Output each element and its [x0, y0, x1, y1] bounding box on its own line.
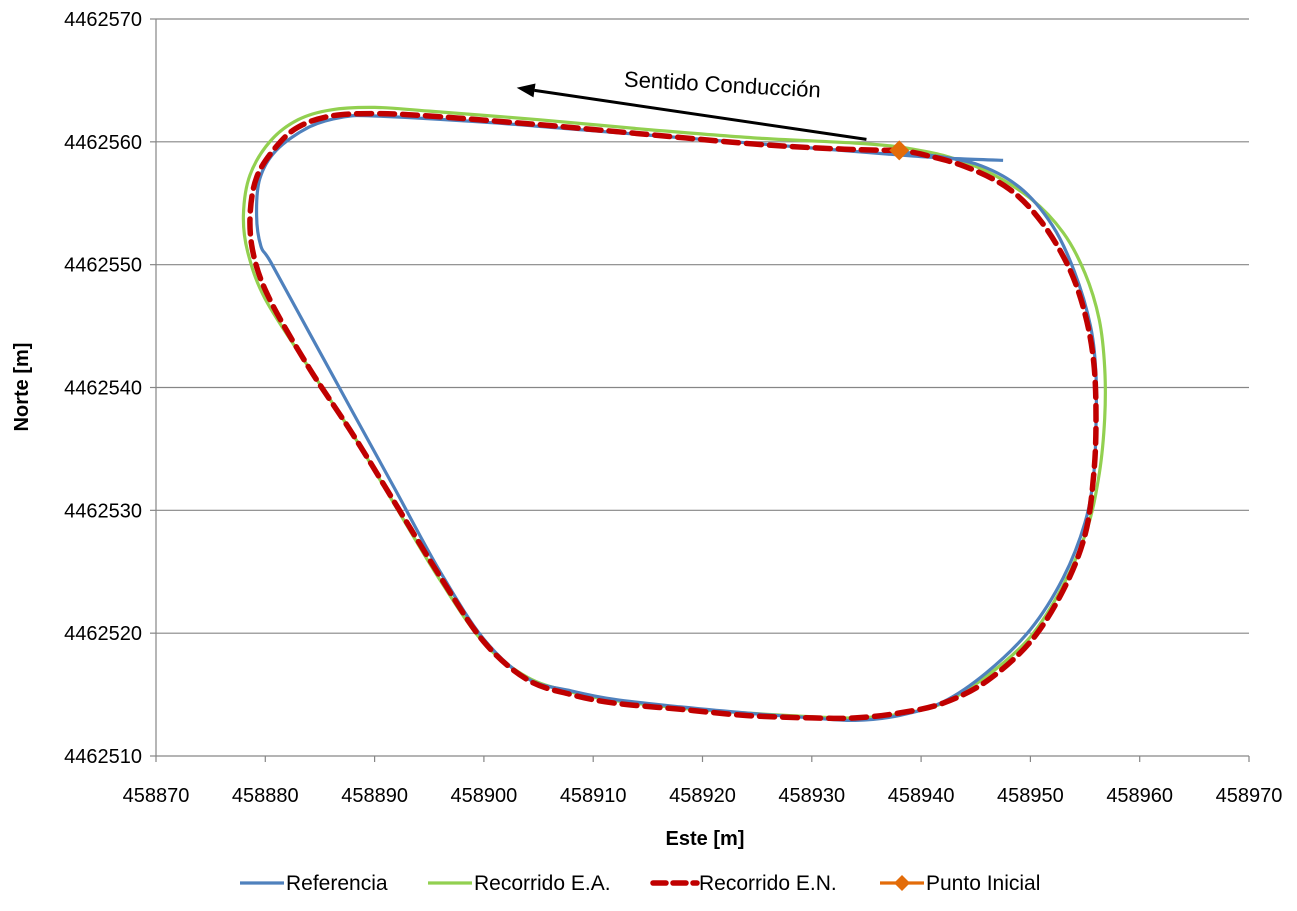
- y-tick-label: 4462510: [64, 746, 142, 768]
- series-point-punto-inicial: [889, 140, 910, 161]
- series-line-recorrido-e-a: [241, 105, 1107, 720]
- x-tick-label: 458920: [669, 785, 736, 807]
- annotation-text: Sentido Conducción: [623, 67, 821, 103]
- x-tick-label: 458950: [997, 785, 1064, 807]
- legend-item-referencia: Referencia: [240, 872, 388, 895]
- y-tick-label: 4462520: [64, 623, 142, 645]
- x-tick-label: 458940: [888, 785, 955, 807]
- y-tick-label: 4462540: [64, 378, 142, 400]
- y-tick-labels: 4462510 4462520 4462530 4462540 4462550 44625…: [64, 9, 156, 768]
- x-tick-label: 458880: [232, 785, 299, 807]
- x-tick-label: 458890: [341, 785, 408, 807]
- legend-item-recorrido-e-a: Recorrido E.A.: [428, 872, 611, 895]
- x-tick-label: 458870: [123, 785, 190, 807]
- annotation-arrow-head: [516, 83, 536, 98]
- annotation-arrow: [534, 88, 867, 141]
- x-tick-labels: 458870 458880 458890 458900 458910 458920 4589…: [123, 756, 1283, 807]
- legend-label: Punto Inicial: [926, 872, 1040, 895]
- series-line-referencia: [254, 113, 1099, 723]
- legend-marker: [894, 875, 910, 891]
- y-tick-label: 4462570: [64, 9, 142, 31]
- y-tick-label: 4462560: [64, 132, 142, 154]
- y-tick-label: 4462530: [64, 500, 142, 522]
- legend-item-punto-inicial: Punto Inicial: [880, 872, 1040, 895]
- x-tick-label: 458910: [560, 785, 627, 807]
- y-tick-label: 4462550: [64, 255, 142, 277]
- legend: Referencia Recorrido E.A. Recorrido E.N. Pu…: [240, 872, 1040, 895]
- x-tick-label: 458930: [778, 785, 845, 807]
- series: [241, 105, 1107, 723]
- series-line-recorrido-e-n: [247, 110, 1099, 722]
- x-tick-label: 458970: [1216, 785, 1283, 807]
- legend-label: Recorrido E.N.: [699, 872, 837, 895]
- x-tick-label: 458960: [1106, 785, 1173, 807]
- y-axis-title: Norte [m]: [11, 343, 33, 432]
- legend-label: Referencia: [286, 872, 388, 895]
- legend-label: Recorrido E.A.: [474, 872, 611, 895]
- x-axis-title: Este [m]: [666, 828, 745, 850]
- x-tick-label: 458900: [451, 785, 518, 807]
- legend-item-recorrido-e-n: Recorrido E.N.: [650, 872, 837, 895]
